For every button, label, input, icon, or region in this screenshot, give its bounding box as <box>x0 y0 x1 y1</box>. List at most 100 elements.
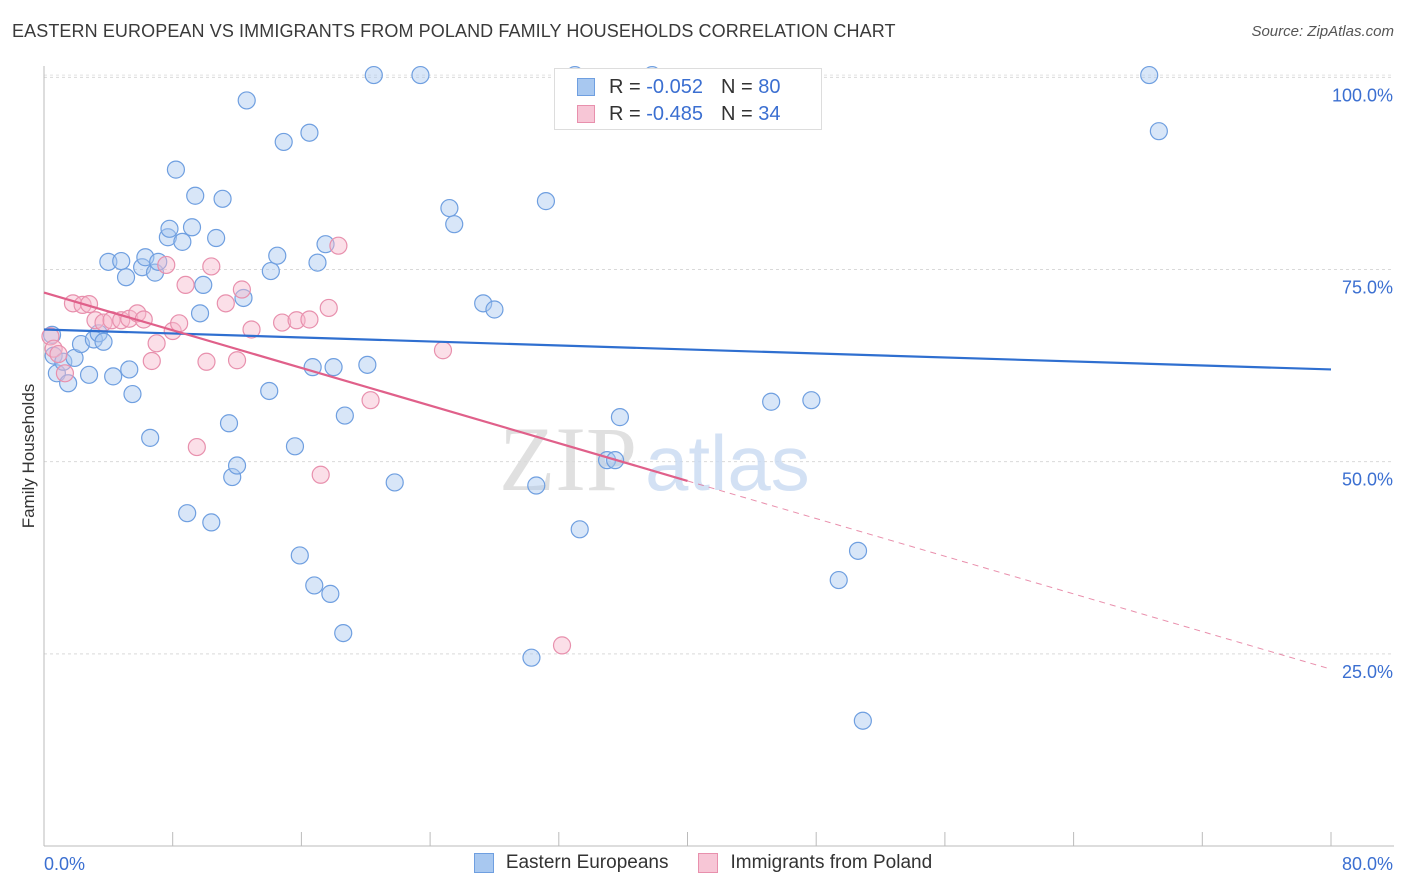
point-eastern-europeans <box>848 541 868 560</box>
y-tick-label: 100.0% <box>1332 85 1393 105</box>
watermark-atlas: atlas <box>645 419 810 507</box>
point-eastern-europeans <box>213 189 232 208</box>
point-eastern-europeans <box>853 711 872 730</box>
legend-row-immigrants-poland: R = -0.485 N = 34 <box>577 102 780 126</box>
point-eastern-europeans <box>104 367 123 386</box>
y-tick-label: 50.0% <box>1342 470 1393 490</box>
trend-lines <box>43 291 1332 670</box>
point-immigrants-poland <box>142 351 161 371</box>
point-eastern-europeans <box>237 91 256 110</box>
point-eastern-europeans <box>321 584 340 603</box>
legend-n-value: 34 <box>758 102 781 125</box>
trend-line-dashed-1 <box>687 480 1332 670</box>
point-immigrants-poland <box>242 320 261 339</box>
point-immigrants-poland <box>187 437 206 457</box>
point-eastern-europeans <box>94 332 113 351</box>
point-immigrants-poland <box>311 465 330 484</box>
point-eastern-europeans <box>385 473 404 492</box>
trend-line-0 <box>43 328 1332 371</box>
point-eastern-europeans <box>358 355 377 374</box>
point-eastern-europeans <box>186 186 205 205</box>
x-tick-label: 0.0% <box>44 854 85 874</box>
point-eastern-europeans <box>120 360 139 379</box>
point-eastern-europeans <box>178 504 197 523</box>
point-eastern-europeans <box>802 391 821 410</box>
point-eastern-europeans <box>202 513 221 532</box>
point-eastern-europeans <box>762 392 781 411</box>
x-tick-label: 80.0% <box>1342 854 1393 874</box>
point-eastern-europeans <box>260 381 279 401</box>
data-points <box>41 65 1168 730</box>
point-eastern-europeans <box>116 268 136 287</box>
series-swatch-pink <box>698 853 719 873</box>
axes <box>43 66 1394 847</box>
point-eastern-europeans <box>123 384 142 404</box>
series-legend-item-eastern-europeans: Eastern Europeans <box>473 852 669 874</box>
point-eastern-europeans <box>194 275 213 295</box>
point-eastern-europeans <box>219 414 239 433</box>
point-eastern-europeans <box>290 546 309 565</box>
point-eastern-europeans <box>285 437 305 456</box>
point-immigrants-poland <box>147 334 166 353</box>
point-immigrants-poland <box>361 391 380 410</box>
stats-legend: R = -0.052 N = 80 R = -0.485 N = 34 <box>554 68 822 130</box>
point-immigrants-poland <box>232 280 251 299</box>
point-eastern-europeans <box>485 300 504 319</box>
point-eastern-europeans <box>166 160 186 179</box>
point-immigrants-poland <box>176 275 195 295</box>
point-eastern-europeans <box>364 65 383 85</box>
point-eastern-europeans <box>261 261 280 281</box>
legend-n-label: N = <box>720 102 753 125</box>
point-immigrants-poland <box>433 341 453 360</box>
point-immigrants-poland <box>55 364 75 383</box>
point-eastern-europeans <box>59 374 78 393</box>
legend-r-value: -0.052 <box>646 75 703 98</box>
legend-swatch-pink <box>577 105 595 123</box>
point-immigrants-poland <box>287 311 306 330</box>
point-immigrants-poland <box>197 352 216 371</box>
point-immigrants-poland <box>552 636 572 655</box>
series-legend-label: Immigrants from Poland <box>730 852 933 873</box>
point-eastern-europeans <box>274 132 293 152</box>
point-eastern-europeans <box>268 246 287 265</box>
point-eastern-europeans <box>440 198 459 218</box>
point-eastern-europeans <box>190 304 210 323</box>
point-immigrants-poland <box>44 339 63 358</box>
point-eastern-europeans <box>223 467 242 487</box>
point-eastern-europeans <box>112 251 131 271</box>
tick-labels: 25.0% 50.0% 75.0% 100.0% 0.0% 80.0% <box>44 85 1393 874</box>
y-axis-label: Family Households <box>19 384 38 529</box>
point-eastern-europeans <box>79 365 99 384</box>
legend-r-value: -0.485 <box>646 102 703 125</box>
point-eastern-europeans <box>308 253 327 272</box>
y-tick-label: 75.0% <box>1342 278 1393 298</box>
legend-r-label: R = <box>609 75 641 98</box>
series-legend: Eastern Europeans Immigrants from Poland <box>0 852 1406 874</box>
point-eastern-europeans <box>141 428 160 447</box>
point-immigrants-poland <box>319 298 338 318</box>
chart-source: Source: ZipAtlas.com <box>1251 23 1394 40</box>
point-immigrants-poland <box>216 294 235 313</box>
point-immigrants-poland <box>227 351 247 370</box>
point-eastern-europeans <box>1140 65 1159 85</box>
point-eastern-europeans <box>207 228 226 248</box>
point-eastern-europeans <box>829 570 848 590</box>
point-eastern-europeans <box>570 520 589 539</box>
legend-row-eastern-europeans: R = -0.052 N = 80 <box>577 75 780 99</box>
point-eastern-europeans <box>536 192 556 211</box>
point-eastern-europeans <box>300 123 319 142</box>
point-eastern-europeans <box>173 232 192 251</box>
point-eastern-europeans <box>324 358 343 377</box>
point-eastern-europeans <box>227 456 247 475</box>
y-tick-label: 25.0% <box>1342 662 1393 682</box>
point-immigrants-poland <box>202 257 221 276</box>
point-eastern-europeans <box>305 576 324 595</box>
point-eastern-europeans <box>334 623 353 643</box>
point-eastern-europeans <box>474 294 493 313</box>
legend-r-label: R = <box>609 102 641 125</box>
point-eastern-europeans <box>610 408 630 427</box>
point-immigrants-poland <box>300 310 319 329</box>
series-legend-label: Eastern Europeans <box>505 852 669 873</box>
